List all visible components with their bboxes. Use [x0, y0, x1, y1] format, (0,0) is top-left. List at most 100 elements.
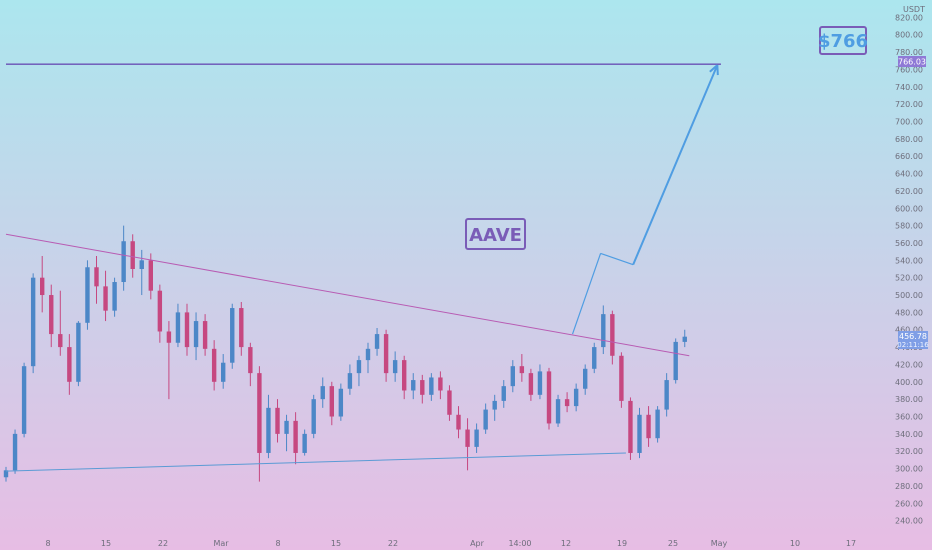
candle-body [257, 373, 262, 453]
candle-body [374, 334, 380, 349]
x-tick-label: 15 [101, 539, 111, 548]
x-tick-label: 12 [561, 539, 571, 548]
y-tick-label: 520.00 [895, 274, 923, 283]
target-label-box [819, 26, 867, 55]
y-tick-label: 260.00 [895, 499, 923, 508]
candle-body [392, 360, 398, 374]
candle-body [447, 390, 452, 415]
candle-body [429, 377, 434, 395]
candle-body [76, 322, 81, 382]
currency-label-group: USDT [903, 5, 925, 14]
y-tick-label: 720.00 [895, 100, 923, 109]
target-price-tag [898, 56, 926, 67]
last-price-tag [898, 331, 928, 349]
candle-body [682, 336, 687, 342]
y-tick-label: 320.00 [895, 447, 923, 456]
candle-body [166, 331, 172, 343]
candle-body [628, 400, 633, 453]
trendlines [5, 63, 721, 472]
candle-body [546, 371, 552, 424]
y-tick-label: 660.00 [895, 152, 923, 161]
candle-body [646, 414, 651, 439]
candle-body [320, 386, 325, 400]
y-tick-label: 620.00 [895, 187, 923, 196]
candle-body [347, 373, 353, 389]
x-tick-label: Apr [470, 539, 485, 548]
candle-body [438, 377, 443, 391]
candle-body [664, 380, 669, 410]
last-price-tag-group: 456.78 02:11:16 [897, 331, 929, 349]
y-tick-label: 680.00 [895, 135, 923, 144]
candle-body [293, 420, 298, 453]
x-tick-label: 15 [331, 539, 341, 548]
candle-body [456, 414, 461, 430]
candle-body [519, 366, 525, 374]
candlestick-series [3, 225, 687, 482]
candle-body [365, 348, 371, 361]
candle-body [356, 360, 362, 374]
candle-body [184, 312, 190, 348]
projection-arrowhead-right [709, 64, 718, 73]
y-tick-label: 780.00 [895, 48, 923, 57]
candle-body [266, 407, 271, 453]
candle-body [230, 308, 235, 363]
x-tick-label: 22 [388, 539, 398, 548]
y-tick-label: 580.00 [895, 222, 923, 231]
candle-body [583, 368, 588, 389]
y-tick-label: 760.00 [895, 65, 923, 74]
candle-body [528, 373, 534, 395]
candle-body [139, 260, 144, 269]
candle-body [601, 314, 606, 348]
candle-body [40, 277, 45, 296]
candle-body [21, 366, 27, 434]
candle-body [329, 386, 334, 417]
y-tick-label: 480.00 [895, 308, 923, 317]
candle-body [202, 321, 208, 349]
y-tick-label: 380.00 [895, 395, 923, 404]
candle-body [338, 388, 344, 417]
x-tick-label: 10 [790, 539, 800, 548]
x-axis: 8 15 22 Mar 8 15 22 Apr 14:00 12 19 25 May 10 17 [45, 539, 856, 548]
candle-body [619, 355, 624, 401]
x-tick-label: 25 [668, 539, 678, 548]
lower-support-line [5, 452, 626, 472]
x-tick-label: 8 [275, 539, 280, 548]
y-tick-label: 600.00 [895, 204, 923, 213]
y-tick-label: 700.00 [895, 117, 923, 126]
candle-body [383, 334, 389, 374]
x-tick-label: 19 [617, 539, 627, 548]
y-tick-label: 460.00 [895, 326, 923, 335]
y-tick-label: 240.00 [895, 517, 923, 526]
candle-body [411, 380, 416, 391]
projection-path [571, 64, 719, 335]
candle-body [637, 414, 642, 453]
candle-body [311, 399, 316, 434]
candle-body [302, 433, 307, 453]
candle-body [121, 241, 126, 283]
candle-body [248, 347, 253, 374]
last-price-time: 02:11:16 [897, 341, 929, 349]
projection-segment [632, 64, 719, 266]
candle-body [492, 400, 497, 410]
y-tick-label: 740.00 [895, 83, 923, 92]
candle-body [103, 286, 108, 311]
y-tick-label: 340.00 [895, 430, 923, 439]
last-price-value: 456.78 [899, 332, 927, 341]
candle-body [275, 407, 280, 434]
candle-body [573, 388, 579, 407]
y-tick-label: 500.00 [895, 291, 923, 300]
candle-body [49, 295, 54, 335]
y-tick-label: 640.00 [895, 170, 923, 179]
aave-label-text: AAVE [469, 225, 522, 246]
currency-label: USDT [903, 5, 925, 14]
candle-body [655, 409, 660, 439]
x-tick-label: May [711, 539, 728, 548]
candle-body [673, 341, 678, 381]
candle-body [30, 277, 36, 367]
y-tick-label: 300.00 [895, 465, 923, 474]
candle-body [284, 420, 289, 434]
candle-body [85, 267, 90, 323]
y-tick-label: 560.00 [895, 239, 923, 248]
